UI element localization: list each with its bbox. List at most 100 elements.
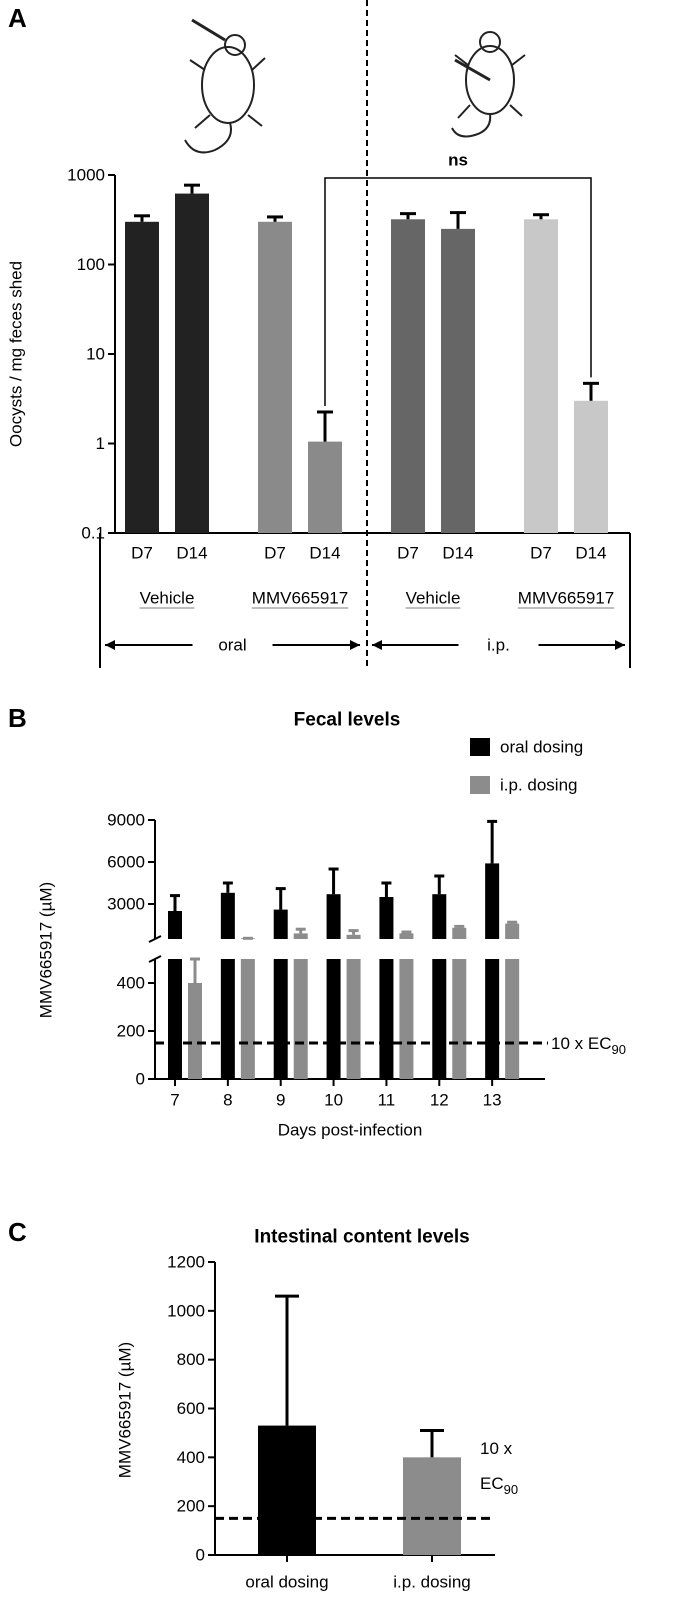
error-bar (275, 887, 286, 910)
bar (485, 863, 500, 939)
panel-label: C (8, 1217, 27, 1247)
y-tick-label: 600 (177, 1399, 205, 1418)
y-tick-label: 200 (117, 1022, 145, 1041)
error-bar (275, 1294, 299, 1426)
group-label: Vehicle (406, 589, 461, 608)
bar (273, 909, 288, 939)
significance-bracket (324, 177, 592, 406)
bar (258, 1425, 316, 1555)
chart-title: Intestinal content levels (254, 1227, 469, 1248)
bar (399, 933, 414, 939)
x-tick-label: 10 (324, 1091, 343, 1110)
bar (403, 1457, 461, 1555)
x-tick-label: D7 (397, 544, 419, 563)
error-bar (267, 215, 283, 222)
error-bar (317, 410, 333, 442)
error-bar (533, 213, 549, 220)
axis-break (148, 955, 162, 963)
y-tick-label: 400 (117, 974, 145, 993)
threshold-text: EC (480, 1474, 504, 1493)
mouse-icon (184, 18, 266, 154)
error-bar (507, 920, 518, 924)
y-tick-label: 800 (177, 1350, 205, 1369)
bar (258, 221, 292, 533)
bar (505, 959, 520, 1079)
bar (346, 934, 361, 939)
axis-break (148, 935, 162, 943)
y-axis-label: Oocysts / mg feces shed (7, 261, 26, 447)
legend-swatch (470, 738, 490, 756)
x-axis-label: Days post-infection (278, 1121, 423, 1140)
threshold-text: 10 x EC (551, 1034, 611, 1053)
x-tick-label: i.p. dosing (393, 1573, 471, 1592)
y-tick-label: 0 (136, 1070, 145, 1089)
error-bar (348, 929, 359, 935)
chart-title: Fecal levels (294, 710, 401, 731)
bar (379, 959, 394, 1079)
bar (293, 959, 308, 1079)
y-tick-label: 100 (77, 255, 105, 274)
bar (432, 894, 447, 939)
x-tick-label: D14 (309, 544, 340, 563)
bar (293, 933, 308, 939)
error-bar (134, 214, 150, 222)
bar (326, 894, 341, 939)
bar (432, 959, 447, 1079)
x-tick-label: 12 (430, 1091, 449, 1110)
route-label: i.p. (487, 636, 510, 655)
y-tick-label: 0 (196, 1546, 205, 1565)
error-bar (184, 183, 200, 194)
threshold-label: EC90 (480, 1474, 518, 1497)
arrow-head (615, 640, 625, 650)
legend-label: i.p. dosing (500, 776, 578, 795)
bar (524, 219, 558, 534)
arrow-head (372, 640, 382, 650)
legend-label: oral dosing (500, 738, 583, 757)
x-tick-label: 8 (223, 1091, 232, 1110)
y-tick-label: 9000 (107, 811, 145, 830)
error-bar (222, 881, 233, 893)
error-bar (434, 874, 445, 895)
group-label: MMV665917 (252, 589, 348, 608)
x-tick-label: 9 (276, 1091, 285, 1110)
error-bar (170, 894, 180, 911)
route-label: oral (218, 636, 246, 655)
arrow-head (350, 640, 360, 650)
x-tick-label: D7 (264, 544, 286, 563)
error-bar (583, 381, 599, 401)
bar (168, 911, 182, 939)
legend-swatch (470, 776, 490, 794)
bar (399, 959, 414, 1079)
bar (168, 959, 182, 1079)
y-tick-label: 1 (96, 434, 105, 453)
x-tick-label: 13 (483, 1091, 502, 1110)
panel-label: A (8, 3, 27, 33)
y-tick-label: 400 (177, 1448, 205, 1467)
error-bar (400, 212, 416, 220)
mouse-icon (451, 31, 526, 138)
bar (379, 897, 394, 939)
error-bar (328, 867, 339, 895)
y-tick-label: 0.1 (81, 524, 105, 543)
bar (485, 959, 500, 1079)
bar (574, 400, 608, 533)
y-tick-label: 3000 (107, 895, 145, 914)
x-tick-label: D14 (442, 544, 473, 563)
y-axis-label: MMV665917 (µM) (116, 1342, 135, 1478)
error-bar (454, 924, 465, 928)
bar (452, 927, 467, 939)
error-bar (401, 930, 412, 934)
x-tick-label: D14 (176, 544, 207, 563)
error-bar (381, 881, 392, 897)
bar (391, 219, 425, 534)
bar (273, 959, 288, 1079)
error-bar (295, 927, 306, 934)
group-label: Vehicle (140, 589, 195, 608)
x-tick-label: D7 (131, 544, 153, 563)
y-tick-label: 1200 (167, 1253, 205, 1272)
bar (188, 983, 202, 1079)
bar (452, 959, 467, 1079)
threshold-subscript: 90 (611, 1042, 625, 1057)
x-tick-label: 7 (170, 1091, 179, 1110)
